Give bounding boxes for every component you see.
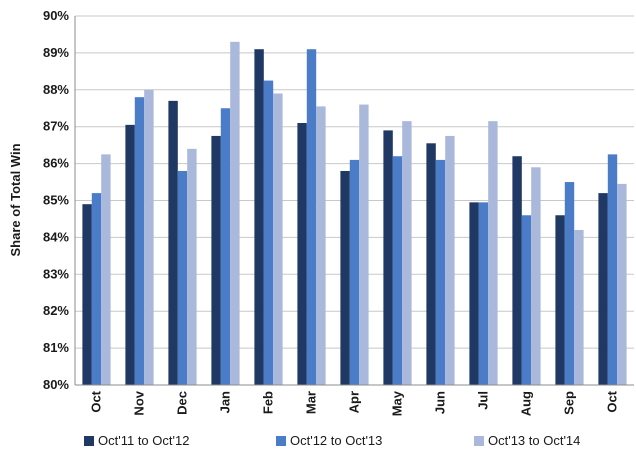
x-tick-label: Feb [261, 391, 276, 414]
y-tick-label: 88% [43, 82, 69, 97]
y-tick-label: 82% [43, 303, 69, 318]
y-tick-label: 85% [43, 193, 69, 208]
bar [598, 193, 608, 385]
y-tick-label: 90% [43, 8, 69, 23]
bar [531, 167, 541, 385]
legend: Oct'11 to Oct'12 Oct'12 to Oct'13 Oct'13 t… [84, 433, 580, 448]
y-tick-label: 86% [43, 156, 69, 171]
legend-swatch [276, 436, 286, 446]
x-tick-label: Aug [519, 391, 534, 416]
bar [297, 123, 307, 385]
bar [402, 121, 412, 385]
x-tick-label: Oct [89, 390, 104, 412]
bar [359, 104, 369, 385]
bar [383, 130, 393, 385]
y-tick-label: 84% [43, 229, 69, 244]
legend-label: Oct'12 to Oct'13 [290, 433, 382, 448]
bar [392, 156, 403, 385]
bar [555, 215, 565, 385]
x-tick-label: Oct [605, 390, 620, 412]
y-tick-labels: 80% 81% 82% 83% 84% 85% 86% 87% 88% 89% 90% [43, 8, 69, 392]
x-tick-label: Mar [304, 391, 319, 414]
x-tick-label: Dec [175, 391, 190, 415]
legend-label: Oct'13 to Oct'14 [488, 433, 580, 448]
bar [101, 154, 111, 385]
bar [144, 89, 154, 386]
x-tick-label: Sep [562, 391, 577, 415]
bar [512, 156, 522, 385]
bar [134, 97, 145, 386]
legend-label: Oct'11 to Oct'12 [98, 433, 189, 448]
bar [469, 202, 479, 385]
bar [125, 124, 135, 385]
y-tick-label: 89% [43, 45, 69, 60]
bar [607, 154, 618, 385]
bar [91, 193, 102, 385]
y-tick-label: 80% [43, 377, 69, 392]
bar [564, 182, 575, 385]
bar [187, 148, 197, 385]
x-tick-label: Apr [347, 391, 362, 413]
bar [177, 170, 188, 385]
axes [74, 16, 634, 386]
bars [82, 41, 627, 386]
bar [340, 170, 350, 385]
y-tick-label: 87% [43, 119, 69, 134]
bar [349, 159, 360, 385]
bar [306, 49, 317, 386]
legend-swatch [474, 436, 484, 446]
bar [478, 202, 489, 385]
bar [254, 49, 264, 386]
y-tick-label: 81% [43, 340, 69, 355]
x-tick-label: Jan [218, 391, 233, 413]
bar [168, 100, 178, 386]
bar [435, 159, 446, 385]
bar [220, 108, 231, 385]
bar [617, 183, 627, 385]
bar [426, 143, 436, 385]
bar [230, 41, 240, 385]
bar [521, 215, 532, 385]
bar [211, 135, 221, 385]
y-tick-label: 83% [43, 266, 69, 281]
legend-swatch [84, 436, 94, 446]
bar [488, 121, 498, 385]
bar [273, 93, 283, 386]
bar [82, 204, 92, 385]
x-tick-label: Jun [433, 391, 448, 414]
x-tick-label: Nov [132, 390, 147, 415]
bar [316, 106, 326, 385]
bar [574, 230, 584, 385]
x-tick-label: May [390, 390, 405, 416]
bar [445, 135, 455, 385]
bar [263, 80, 274, 385]
x-tick-label: Jul [476, 391, 491, 410]
x-tick-labels: Oct Nov Dec Jan Feb Mar Apr May Jun Jul Aug Sep Oct [89, 390, 620, 416]
y-axis-title: Share of Total Win [8, 143, 23, 256]
